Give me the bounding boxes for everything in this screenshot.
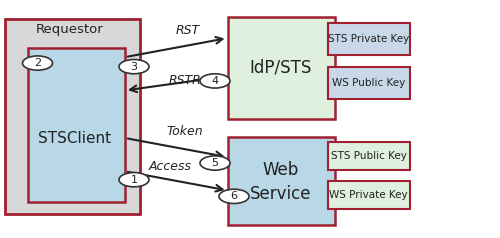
Text: 3: 3 (130, 62, 138, 72)
Text: WS Private Key: WS Private Key (329, 190, 408, 200)
Bar (28, 48, 125, 202)
Text: RST: RST (176, 24, 200, 37)
Text: 1: 1 (130, 175, 138, 185)
Circle shape (200, 156, 230, 170)
Bar (228, 137, 335, 225)
Bar (328, 67, 410, 99)
Text: WS Public Key: WS Public Key (332, 78, 405, 88)
Text: STS Public Key: STS Public Key (330, 151, 406, 161)
Circle shape (219, 189, 249, 203)
Bar (328, 181, 410, 209)
Text: Web
Service: Web Service (250, 161, 312, 203)
Text: 2: 2 (34, 58, 41, 68)
Circle shape (22, 56, 52, 70)
Text: IdP/STS: IdP/STS (250, 59, 312, 77)
Bar (328, 23, 410, 55)
Bar (328, 142, 410, 170)
Text: Token: Token (166, 125, 203, 138)
Bar (5, 19, 140, 214)
Text: 6: 6 (230, 191, 237, 201)
Text: Access: Access (148, 159, 192, 173)
Text: STSClient: STSClient (38, 130, 112, 146)
Text: STS Private Key: STS Private Key (328, 34, 409, 44)
Bar (228, 17, 335, 119)
Text: 4: 4 (212, 76, 218, 86)
Circle shape (119, 60, 149, 74)
Text: RSTR: RSTR (168, 74, 202, 87)
Circle shape (200, 74, 230, 88)
Text: 5: 5 (212, 158, 218, 168)
Circle shape (119, 173, 149, 187)
Text: Requestor: Requestor (36, 23, 104, 36)
